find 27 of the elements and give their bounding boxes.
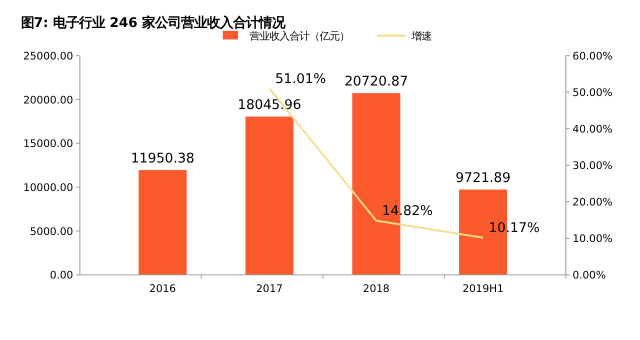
x-tick-label: 2017 <box>256 282 283 295</box>
y2-tick-label: 0.00% <box>572 270 606 282</box>
bar <box>138 170 187 275</box>
y2-tick-label: 60.00% <box>572 50 612 62</box>
data-label: 18045.96 <box>238 98 302 113</box>
y-tick-label: 20000.00 <box>23 94 74 106</box>
legend-label: 增速 <box>410 30 432 42</box>
data-label: 51.01% <box>275 72 326 87</box>
y2-tick-label: 50.00% <box>572 86 612 99</box>
y2-tick-label: 30.00% <box>572 160 612 172</box>
y2-tick-label: 20.00% <box>572 196 612 209</box>
data-label: 9721.89 <box>456 170 511 186</box>
data-label: 20720.87 <box>344 74 408 90</box>
y-tick-label: 15000.00 <box>23 138 74 150</box>
y-tick-label: 5000.00 <box>30 226 74 238</box>
y-tick-label: 0.00 <box>50 270 74 282</box>
y2-tick-label: 10.00% <box>572 233 612 246</box>
data-label: 11950.38 <box>130 151 194 166</box>
x-tick-label: 2016 <box>149 282 176 295</box>
y-tick-label: 10000.00 <box>23 182 74 194</box>
y-tick-label: 25000.00 <box>23 50 74 62</box>
legend-label: 营业收入合计（亿元） <box>249 30 350 42</box>
x-tick-label: 2018 <box>362 282 390 295</box>
x-tick-label: 2019H1 <box>462 282 504 295</box>
y2-tick-label: 40.00% <box>572 124 612 136</box>
chart-title: 图7: 电子行业 246 家公司营业收入合计情况 <box>20 15 286 32</box>
bar <box>245 116 294 275</box>
